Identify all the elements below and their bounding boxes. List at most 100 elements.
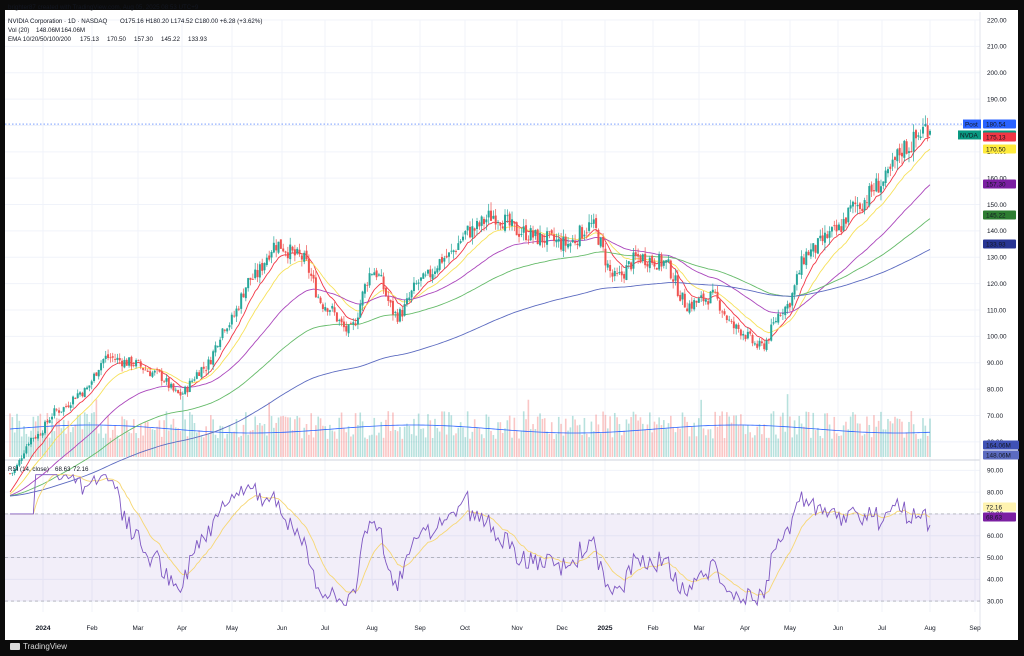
candle-body bbox=[896, 149, 899, 162]
volume-bar bbox=[224, 438, 226, 457]
tradingview-logo[interactable]: TradingView bbox=[10, 642, 67, 651]
candle-body bbox=[532, 230, 535, 238]
candle-body bbox=[891, 159, 894, 167]
candle-body bbox=[221, 328, 224, 339]
candle-body bbox=[630, 262, 633, 270]
candle-body bbox=[27, 443, 30, 446]
volume-bar bbox=[508, 415, 511, 457]
rsi-badge: 68.63 bbox=[986, 514, 1002, 521]
volume-bar bbox=[627, 423, 630, 457]
candle-body bbox=[907, 151, 910, 153]
candle-body bbox=[356, 317, 359, 325]
candle-body bbox=[511, 219, 514, 226]
candle-body bbox=[226, 328, 229, 332]
candle-body bbox=[875, 178, 878, 192]
candle-body bbox=[571, 239, 574, 243]
candle-body bbox=[679, 294, 682, 301]
candle-body bbox=[655, 267, 658, 270]
volume-bar bbox=[44, 426, 46, 457]
volume-bar bbox=[466, 411, 469, 457]
time-tick-label: Dec bbox=[556, 625, 568, 632]
volume-bar bbox=[912, 424, 915, 457]
candle-body bbox=[718, 300, 721, 311]
candle-body bbox=[569, 243, 572, 247]
candle-body bbox=[634, 252, 637, 257]
candle-body bbox=[525, 225, 528, 241]
volume-bar bbox=[114, 425, 116, 457]
candle-body bbox=[861, 208, 864, 212]
volume-bar bbox=[660, 425, 663, 457]
candle-body bbox=[312, 274, 315, 279]
candle-body bbox=[128, 357, 131, 366]
ticker-tag: NVDA bbox=[960, 132, 978, 139]
candle-body bbox=[788, 303, 791, 308]
candle-body bbox=[546, 231, 549, 245]
volume-bar bbox=[805, 411, 808, 457]
volume-bar bbox=[198, 430, 200, 457]
volume-ma-badge: 164.06M bbox=[986, 442, 1011, 449]
time-tick-label: Jun bbox=[833, 625, 844, 632]
candle-body bbox=[177, 390, 180, 394]
candle-body bbox=[88, 385, 91, 388]
volume-bar bbox=[562, 435, 565, 457]
candle-body bbox=[370, 274, 373, 276]
volume-bar bbox=[637, 420, 639, 457]
candle-body bbox=[898, 147, 901, 156]
candle-body bbox=[492, 215, 495, 219]
candle-body bbox=[471, 226, 474, 238]
candle-body bbox=[310, 273, 313, 276]
candle-body bbox=[130, 356, 133, 367]
attribution-text: brighter87 created with TradingView.com,… bbox=[8, 4, 199, 11]
volume-bar bbox=[415, 435, 418, 457]
volume-bar bbox=[504, 428, 506, 457]
ema-100-line bbox=[9, 218, 931, 497]
volume-bar bbox=[417, 413, 420, 457]
candle-body bbox=[174, 389, 177, 391]
volume-bar bbox=[779, 416, 782, 457]
candle-body bbox=[914, 130, 917, 139]
candle-body bbox=[833, 225, 836, 227]
volume-bar bbox=[749, 432, 752, 457]
tradingview-icon bbox=[10, 643, 20, 650]
volume-bar bbox=[620, 435, 623, 457]
volume-bar bbox=[410, 434, 413, 457]
volume-bar bbox=[373, 417, 376, 457]
candle-body bbox=[697, 298, 700, 303]
candle-body bbox=[515, 222, 518, 236]
candle-body bbox=[268, 255, 271, 260]
candle-body bbox=[809, 249, 812, 257]
volume-bar bbox=[212, 419, 214, 457]
price-tick-label: 100.00 bbox=[987, 334, 1007, 341]
volume-bar bbox=[555, 433, 558, 457]
volume-bar bbox=[186, 436, 189, 457]
price-tick-label: 130.00 bbox=[987, 255, 1007, 262]
candle-body bbox=[30, 437, 33, 445]
volume-bar bbox=[557, 416, 560, 457]
candle-body bbox=[704, 299, 707, 302]
volume-bar bbox=[424, 437, 427, 457]
volume-bar bbox=[926, 435, 929, 457]
volume-bar bbox=[196, 432, 198, 457]
volume-bar bbox=[681, 412, 684, 457]
candles bbox=[9, 115, 931, 476]
candle-body bbox=[363, 284, 366, 294]
volume-bar bbox=[651, 432, 653, 457]
candle-body bbox=[137, 359, 140, 361]
volume-bar bbox=[578, 424, 581, 457]
candle-body bbox=[270, 252, 273, 258]
volume-bar bbox=[688, 436, 691, 457]
candle-body bbox=[877, 180, 880, 193]
volume-bar bbox=[604, 414, 607, 457]
candle-body bbox=[333, 307, 336, 313]
candle-body bbox=[48, 420, 51, 423]
candle-body bbox=[291, 246, 294, 251]
volume-badge-bg bbox=[983, 450, 1019, 460]
candle-body bbox=[910, 151, 913, 153]
volume-bar bbox=[880, 411, 882, 457]
candle-body bbox=[819, 235, 822, 239]
candle-body bbox=[181, 393, 184, 395]
candle-body bbox=[714, 291, 717, 293]
candle-body bbox=[60, 411, 63, 413]
candle-body bbox=[305, 250, 308, 260]
